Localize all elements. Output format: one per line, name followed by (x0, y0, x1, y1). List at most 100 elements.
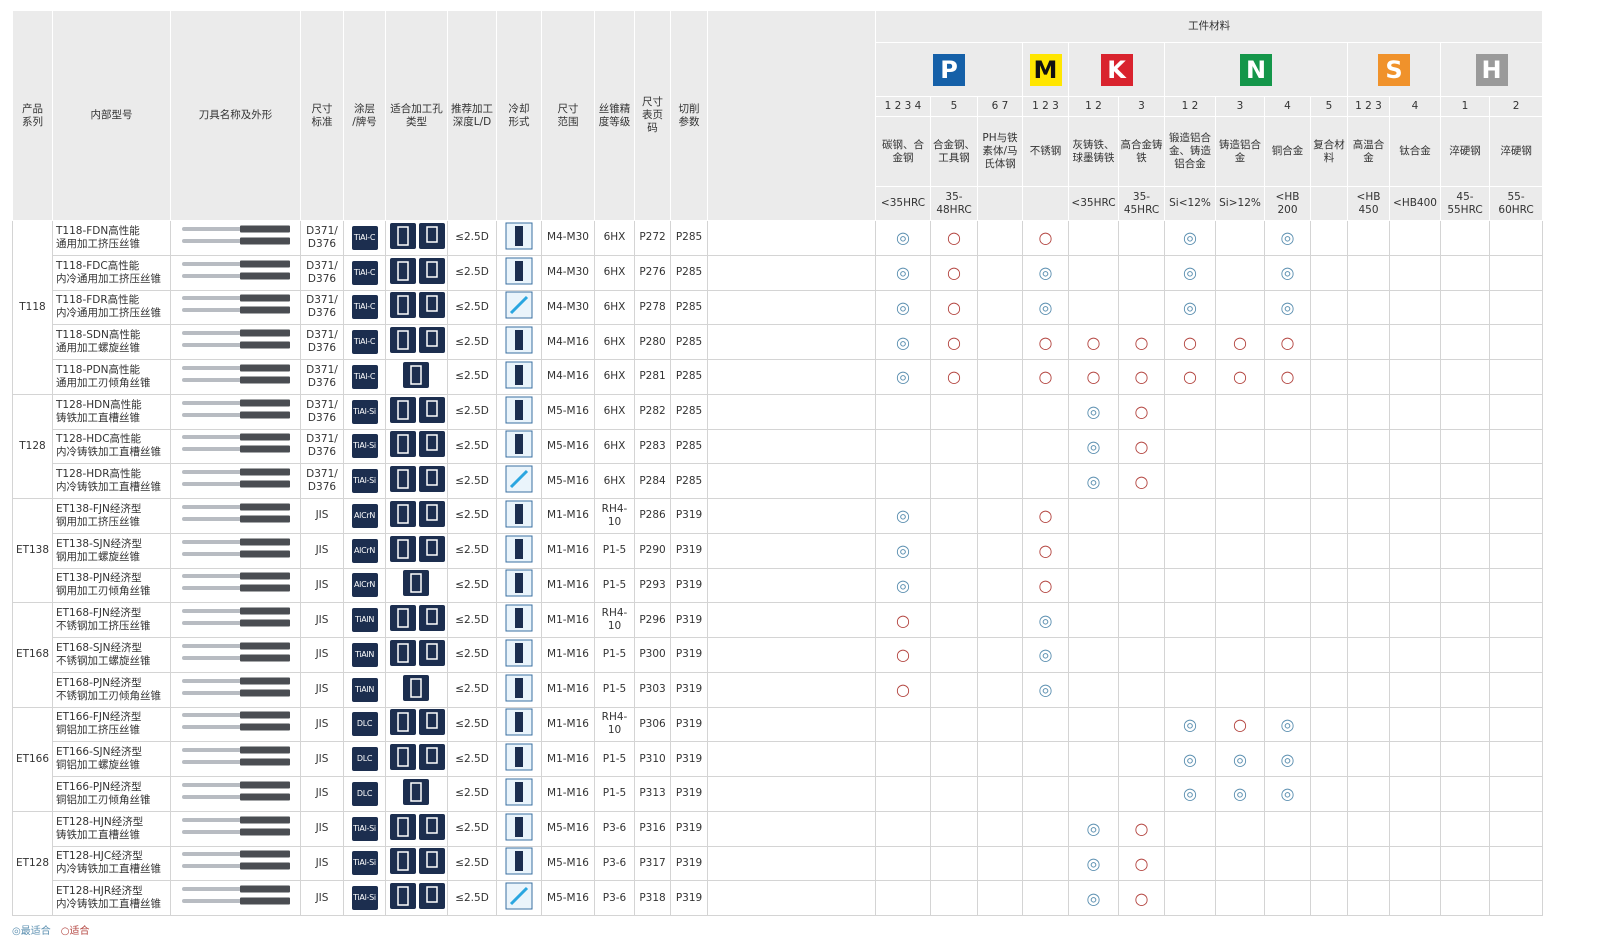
cooling-jet (515, 330, 523, 351)
coating-badge: TiAlN (351, 677, 378, 702)
material-mark (930, 602, 978, 638)
material-name: 高合金铸铁 (1118, 116, 1165, 187)
material-mark: ◎ (875, 498, 931, 534)
std-line: D371/ (306, 329, 338, 342)
hole-types (385, 810, 448, 847)
hole-icons (389, 744, 445, 771)
material-hardness (1310, 186, 1348, 221)
page-ref: P296 (634, 602, 671, 638)
tool-thread (239, 433, 290, 441)
hole-icons (389, 292, 445, 319)
tool-thread (239, 329, 290, 337)
tool-drawing (181, 538, 290, 558)
model-line: 铜铝加工螺旋丝锥 (56, 759, 140, 772)
material-mark: ◎ (1068, 393, 1119, 430)
hole-icons (402, 361, 429, 388)
depth-cell: ≤2.5D (447, 324, 497, 360)
material-mark: ◎ (875, 220, 931, 256)
material-mark: ◎ (875, 254, 931, 291)
model-line: 内冷铸铁加工直槽丝锥 (56, 863, 161, 876)
tool-thread (239, 503, 290, 511)
blank-cell (707, 289, 876, 326)
material-mark (1118, 532, 1165, 569)
hole-icon (389, 292, 416, 319)
tool-shank (181, 504, 242, 509)
cooling-cell (496, 289, 542, 326)
product-row: ET166-PJN经济型 铜铝加工刃倾角丝锥 JIS DLC ≤2.5D M1-M16 P1… (13, 776, 1544, 812)
material-mark: ○ (1022, 567, 1069, 604)
material-mark (1389, 637, 1441, 673)
series-name: ET138 (12, 497, 53, 604)
material-mark: ◎ (875, 567, 931, 604)
tool-drawing (181, 294, 290, 314)
precision: 6HX (594, 254, 635, 291)
precision: RH4-10 (594, 602, 635, 638)
material-mark (1389, 741, 1441, 777)
material-mark (1488, 810, 1544, 847)
product-row: ET168 ET168-FJN经济型 不锈钢加工挤压丝锥 JIS TiAlN ≤2.5D M… (12, 602, 1544, 708)
cooling-jet (515, 399, 523, 420)
coating-cell: DLC (343, 706, 386, 743)
cooling-icon (505, 743, 533, 771)
header-line: 尺寸 (557, 102, 579, 115)
tool-drawing (181, 364, 290, 384)
depth-cell: ≤2.5D (447, 220, 497, 256)
material-mark (1264, 532, 1311, 569)
tool-thread (239, 816, 290, 824)
header-line: 类型 (406, 115, 427, 128)
material-hardness: <HB400 (1389, 186, 1441, 221)
hole-icons (389, 500, 445, 527)
material-mark (930, 880, 978, 916)
material-number: 4 (1264, 96, 1311, 117)
precision: P1-5 (594, 532, 635, 569)
hole-types (385, 602, 448, 638)
hole-icon (389, 848, 416, 875)
product-row: ET168-SJN经济型 不锈钢加工螺旋丝锥 JIS TiAlN ≤2.5D M1-M16… (13, 637, 1544, 673)
hole-icons (389, 848, 445, 875)
material-mark (1389, 428, 1441, 465)
header-line: 冷却 (508, 102, 530, 115)
material-mark: ○ (1118, 463, 1165, 499)
material-mark (1440, 428, 1490, 465)
material-mark (930, 706, 978, 743)
hole-icon (389, 535, 416, 562)
header-line: 丝锥精 (598, 102, 631, 115)
tool-image (170, 845, 301, 882)
cooling-jet (515, 225, 523, 246)
size-standard: D371/D376 (300, 254, 344, 291)
material-mark: ○ (1118, 393, 1165, 430)
material-mark (1389, 880, 1441, 916)
tool-drawing (181, 746, 290, 766)
material-mark (1118, 741, 1165, 777)
material-name: 淬硬钢 (1488, 116, 1544, 187)
material-mark (1488, 498, 1544, 534)
page-ref: P290 (634, 532, 671, 569)
material-mark (1118, 637, 1165, 673)
model-line: T118-FDC高性能 (56, 259, 140, 272)
material-mark: ○ (930, 324, 978, 360)
page-ref: P284 (634, 463, 671, 499)
precision: 6HX (594, 324, 635, 360)
header-blank (707, 10, 876, 221)
material-mark (1310, 810, 1348, 847)
cooling-icon (505, 430, 533, 458)
hole-shape (396, 330, 409, 350)
cooling-cell (496, 741, 542, 777)
material-mark: ◎ (1215, 741, 1265, 777)
tool-thread (239, 260, 290, 268)
model-line: T128-HDN高性能 (56, 398, 142, 411)
material-mark: ◎ (875, 359, 931, 395)
material-mark (1310, 880, 1348, 916)
blank-cell (707, 637, 876, 673)
tool-thread (239, 746, 290, 754)
coating-badge: TiAlN (351, 642, 378, 667)
header-line: 标准 (311, 115, 333, 128)
model-line: 内冷通用加工挤压丝锥 (56, 272, 161, 285)
hole-icons (389, 639, 445, 666)
material-mark (1488, 567, 1544, 604)
model-cell: ET138-PJN经济型 钢用加工刃倾角丝锥 (52, 567, 171, 604)
cutting-ref: P285 (670, 393, 708, 430)
cutting-ref: P319 (670, 567, 708, 604)
model-line: ET168-PJN经济型 (56, 676, 142, 689)
cutting-ref: P319 (670, 637, 708, 673)
